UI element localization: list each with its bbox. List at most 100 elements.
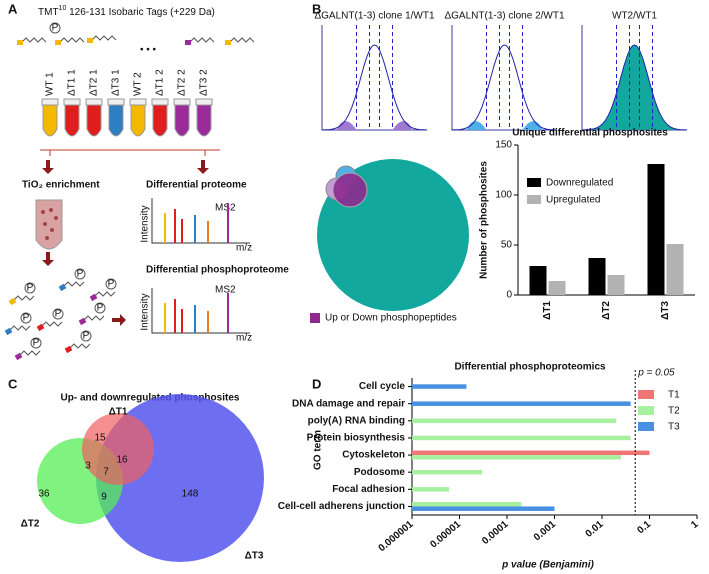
tube-cap — [129, 98, 147, 106]
legend-swatch — [638, 422, 654, 431]
phospho — [20, 312, 32, 324]
y-tick-label: 100 — [495, 190, 512, 201]
squiggle — [229, 37, 255, 43]
y-tick-label: Podosome — [354, 467, 406, 478]
phospho — [30, 337, 42, 349]
legend-swatch — [527, 178, 541, 187]
tag — [58, 283, 67, 292]
y-tick-label: Protein biosynthesis — [307, 433, 406, 444]
curve — [582, 44, 687, 131]
squiggle — [83, 315, 105, 321]
x-tick-label: 1 — [689, 519, 701, 531]
ellipsis: • • • — [140, 45, 157, 56]
reference-label: p = 0.05 — [637, 368, 675, 379]
panel-label: C — [8, 376, 18, 391]
chart-title: Unique differential phosphosites — [512, 128, 668, 139]
y-tick-label: Cytoskeleton — [342, 450, 405, 461]
spectrum — [164, 293, 229, 333]
tube-label: ΔT1 2 — [155, 69, 166, 96]
legend-swatch — [638, 406, 654, 415]
phospho-label: P — [23, 313, 30, 324]
bar — [588, 258, 606, 295]
tube-label: ΔT2 2 — [177, 69, 188, 96]
phospho-label: P — [77, 269, 84, 280]
bar — [412, 501, 522, 507]
tag — [89, 293, 98, 302]
squiggle — [94, 291, 116, 297]
squiggle — [19, 350, 41, 356]
x-tick-label: 0.00001 — [428, 519, 463, 551]
axis — [451, 25, 557, 131]
bar — [412, 455, 621, 460]
phospho-label: P — [52, 23, 59, 34]
legend-swatch — [527, 195, 541, 204]
y-tick-label: Focal adhesion — [332, 484, 405, 495]
bar — [548, 281, 566, 295]
tube-cap — [107, 98, 125, 106]
tube — [130, 104, 146, 137]
tail — [522, 121, 543, 130]
tag — [14, 352, 23, 361]
tube — [174, 104, 190, 137]
tag — [8, 297, 17, 306]
legend-swatch — [310, 313, 320, 323]
step-label: Differential phosphoproteome — [146, 265, 289, 276]
x-tick-label: ΔT2 — [601, 301, 612, 320]
y-tick-label: 150 — [495, 140, 512, 151]
chart-title: Differential phosphoproteomics — [454, 362, 606, 373]
legend-label: T3 — [668, 422, 680, 433]
plot-title: ΔGALNT(1-3) clone 1/WT1 — [314, 11, 434, 22]
phospho-label: P — [55, 309, 62, 320]
x-axis-label: p value (Benjamini) — [501, 560, 594, 571]
phospho-label: P — [33, 338, 40, 349]
tail — [392, 121, 413, 130]
venn-circle — [332, 172, 368, 208]
phospho — [80, 330, 92, 342]
venn-labels: ΔT1 ΔT2 ΔT3 15 16 3 7 36 9 148 — [21, 407, 264, 562]
text: 126-131 Isobaric Tags (+229 Da) — [66, 7, 215, 18]
panel-label: A — [8, 1, 18, 16]
fill-area — [582, 45, 687, 130]
tube — [86, 104, 102, 137]
arrow — [42, 252, 54, 266]
tube — [64, 104, 80, 137]
tag — [185, 40, 191, 45]
phospho — [52, 308, 64, 320]
squiggle — [189, 37, 215, 43]
tag — [17, 40, 23, 45]
tube-label: WT 1 — [45, 72, 56, 96]
bracket — [40, 149, 220, 156]
bar — [412, 506, 555, 511]
phospho-label: P — [97, 303, 104, 314]
phospho-label: P — [27, 283, 34, 294]
region-count: 16 — [116, 455, 128, 466]
ms2-label: MS2 — [215, 203, 236, 214]
squiggle — [63, 281, 85, 287]
spectrum-axis — [151, 288, 250, 334]
bar — [666, 244, 684, 295]
set-label: ΔT2 — [21, 519, 40, 530]
peptides: P P P P P P P P — [4, 268, 117, 361]
tube-label: ΔT3 1 — [111, 69, 122, 96]
arrow — [112, 314, 126, 326]
phospho — [49, 22, 61, 34]
x-tick-label: 0.01 — [584, 519, 606, 540]
squiggle — [21, 37, 47, 43]
venn-circle — [82, 413, 154, 485]
axis-label: m/z — [236, 243, 252, 254]
bar — [607, 275, 625, 295]
panel-label: D — [312, 376, 321, 391]
legend-label: Upregulated — [546, 195, 600, 206]
spectrum — [164, 203, 229, 243]
axis-label: Intensity — [140, 205, 151, 242]
bar — [412, 450, 650, 456]
y-tick-label: Cell cycle — [359, 381, 406, 392]
legend-label: Downregulated — [546, 178, 613, 189]
tag — [64, 345, 73, 354]
tube-cap — [195, 98, 213, 106]
x-tick-label: 0.001 — [532, 519, 559, 544]
distribution-plots: ΔGALNT(1-3) clone 1/WT1 ΔGALNT(1-3) clone… — [314, 11, 687, 131]
tube-label: WT 2 — [133, 72, 144, 96]
tmt-heading: TMT10 126-131 Isobaric Tags (+229 Da) — [38, 5, 215, 18]
